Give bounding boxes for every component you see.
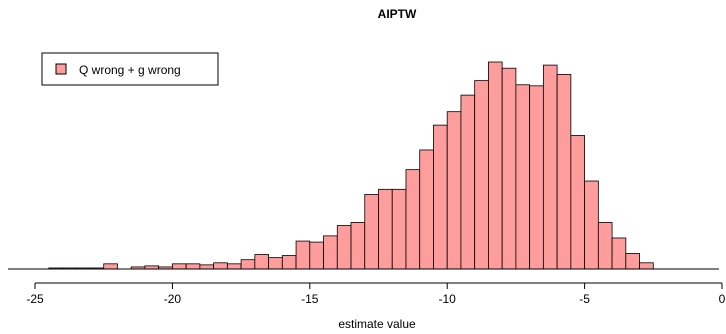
legend: Q wrong + g wrong bbox=[41, 52, 219, 86]
histogram-bar-32 bbox=[488, 61, 503, 270]
histogram-bar-38 bbox=[570, 135, 585, 270]
histogram-bar-15 bbox=[254, 254, 269, 270]
histogram-bar-30 bbox=[460, 94, 476, 270]
histogram-bar-12 bbox=[213, 262, 228, 270]
x-tick-label-3: -10 bbox=[439, 292, 457, 306]
histogram-bar-35 bbox=[529, 85, 544, 270]
x-tick-label-2: -15 bbox=[301, 292, 319, 306]
histogram-bar-36 bbox=[542, 64, 558, 270]
legend-label: Q wrong + g wrong bbox=[79, 63, 181, 77]
histogram-bar-21 bbox=[336, 225, 352, 270]
x-axis-label: estimate value bbox=[338, 317, 416, 331]
histogram-bar-4 bbox=[103, 263, 118, 270]
histogram-bar-13 bbox=[226, 263, 242, 270]
histogram-bar-42 bbox=[625, 253, 640, 270]
histogram-bar-29 bbox=[446, 111, 462, 270]
histogram-bar-19 bbox=[309, 241, 324, 270]
histogram-bar-18 bbox=[295, 240, 311, 270]
histogram-bar-28 bbox=[433, 124, 448, 270]
bars-group bbox=[48, 61, 654, 270]
histogram-bar-26 bbox=[405, 169, 421, 270]
legend-box bbox=[41, 52, 219, 86]
histogram-bar-37 bbox=[556, 74, 572, 270]
histogram-bar-33 bbox=[501, 67, 517, 270]
x-tick-label-4: -5 bbox=[579, 292, 590, 306]
chart-title: AIPTW bbox=[378, 7, 417, 21]
histogram-bar-41 bbox=[611, 237, 627, 270]
x-tick-label-0: -25 bbox=[26, 292, 44, 306]
histogram-bar-24 bbox=[378, 188, 393, 270]
histogram-bar-16 bbox=[268, 257, 283, 270]
histogram-bar-9 bbox=[171, 263, 187, 270]
x-tick-label-1: -20 bbox=[164, 292, 182, 306]
histogram-bar-10 bbox=[185, 263, 201, 270]
histogram-bar-40 bbox=[597, 222, 613, 270]
x-tick-label-5: 0 bbox=[719, 292, 726, 306]
histogram-bar-25 bbox=[391, 188, 407, 270]
histogram-bar-17 bbox=[281, 255, 297, 270]
histogram-bar-14 bbox=[240, 259, 256, 270]
legend-swatch bbox=[55, 63, 67, 75]
histogram-bar-23 bbox=[364, 194, 379, 270]
histogram-bar-34 bbox=[515, 84, 531, 270]
histogram-bar-20 bbox=[323, 235, 338, 270]
histogram-bar-31 bbox=[474, 80, 489, 270]
histogram-bar-27 bbox=[419, 149, 434, 270]
histogram-bar-39 bbox=[584, 180, 599, 270]
x-axis: -25 -20 -15 -10 -5 0 bbox=[26, 282, 726, 306]
histogram-bar-22 bbox=[350, 222, 366, 270]
histogram-bar-43 bbox=[639, 262, 654, 270]
histogram-bar-11 bbox=[199, 264, 215, 270]
